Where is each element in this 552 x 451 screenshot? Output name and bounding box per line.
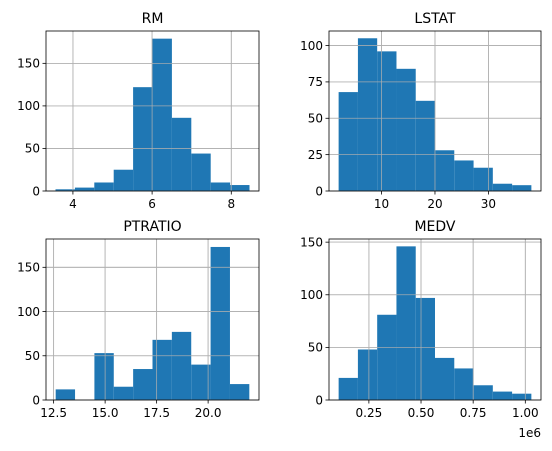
lstat-y-tick-label: 0 (315, 184, 323, 198)
medv-y-tick-label: 100 (300, 288, 323, 302)
rm-x-tick-label: 6 (148, 197, 156, 211)
rm-bar (230, 185, 250, 191)
lstat-x-tick-label: 10 (374, 197, 389, 211)
rm-y-tick-label: 100 (17, 99, 40, 113)
lstat-bar (338, 92, 358, 191)
lstat-y-tick-label: 50 (308, 112, 323, 126)
rm-y-tick-label: 150 (17, 57, 40, 71)
medv-y-tick-label: 0 (315, 393, 323, 407)
lstat-bar (473, 167, 493, 191)
medv-bar (473, 385, 493, 400)
chart-medv: 0.25 0.50 0.75 1.00 0 50 100 150 MEDV 1e6 (300, 219, 542, 440)
ptratio-bar (171, 331, 192, 400)
chart-lstat: 10 20 30 0 25 50 75 100 LSTAT (300, 11, 542, 211)
ptratio-bar (152, 339, 172, 400)
rm-bar (171, 117, 192, 191)
medv-x-tick-label: 0.50 (408, 406, 435, 420)
ptratio-x-tick-label: 12.5 (40, 406, 67, 420)
ptratio-bar (210, 246, 230, 400)
ptratio-y-tick-label: 100 (17, 305, 40, 319)
ptratio-y-tick-label: 50 (25, 349, 40, 363)
lstat-y-tick-label: 100 (300, 39, 323, 53)
medv-x-tick-label: 1.00 (512, 406, 539, 420)
rm-bar (210, 182, 231, 191)
rm-x-tick-label: 4 (69, 197, 77, 211)
ptratio-y-tick-label: 150 (17, 261, 40, 275)
ptratio-x-tick-label: 17.5 (143, 406, 170, 420)
rm-y-tick-label: 0 (32, 184, 40, 198)
rm-bar (113, 169, 134, 191)
medv-bar (396, 246, 416, 400)
ptratio-title: PTRATIO (123, 219, 181, 235)
chart-rm: 4 6 8 0 50 100 150 RM (17, 11, 260, 211)
medv-x-tick-label: 0.25 (356, 406, 383, 420)
lstat-bar (377, 51, 397, 192)
lstat-y-tick-label: 25 (308, 148, 323, 162)
medv-bar (512, 393, 532, 400)
medv-bar (435, 357, 455, 400)
lstat-title: LSTAT (414, 11, 456, 27)
ptratio-x-tick-label: 15.0 (92, 406, 119, 420)
medv-bar (492, 391, 513, 400)
ptratio-bar (133, 369, 153, 400)
ptratio-x-tick-label: 20.0 (195, 406, 222, 420)
lstat-bar (396, 68, 416, 191)
chart-ptratio: 12.5 15.0 17.5 20.0 0 50 100 150 PTRATIO (17, 219, 260, 420)
medv-bar (377, 314, 397, 400)
ptratio-bar (191, 364, 211, 400)
ptratio-bar (55, 389, 76, 400)
lstat-bar (454, 160, 474, 191)
medv-y-tick-label: 50 (308, 341, 323, 355)
rm-y-tick-label: 50 (25, 142, 40, 156)
medv-axes-frame (328, 238, 542, 401)
lstat-y-tick-label: 75 (308, 75, 323, 89)
lstat-bar (492, 183, 513, 191)
lstat-bar (435, 150, 455, 191)
medv-x-offset-label: 1e6 (518, 426, 541, 440)
rm-bar (74, 187, 95, 191)
rm-title: RM (142, 11, 164, 27)
lstat-x-tick-label: 30 (481, 197, 496, 211)
medv-bar (454, 368, 474, 400)
medv-bar (357, 349, 378, 400)
lstat-bar (512, 185, 532, 191)
ptratio-y-tick-label: 0 (32, 393, 40, 407)
rm-x-tick-label: 8 (227, 197, 235, 211)
rm-bar (191, 153, 211, 191)
medv-bar (338, 377, 358, 400)
rm-bar (55, 189, 75, 191)
rm-bar (133, 87, 153, 191)
lstat-bar (415, 100, 436, 191)
ptratio-bar (113, 386, 134, 400)
ptratio-bar (229, 384, 250, 400)
ptratio-bar (94, 353, 114, 400)
medv-y-tick-label: 150 (300, 235, 323, 249)
lstat-bar (357, 38, 378, 191)
medv-bar (415, 297, 435, 400)
rm-bar (94, 182, 114, 191)
medv-x-tick-label: 0.75 (460, 406, 487, 420)
rm-bar (152, 38, 172, 191)
medv-title: MEDV (414, 219, 455, 235)
lstat-x-tick-label: 20 (427, 197, 442, 211)
ptratio-axes-frame (45, 238, 260, 401)
